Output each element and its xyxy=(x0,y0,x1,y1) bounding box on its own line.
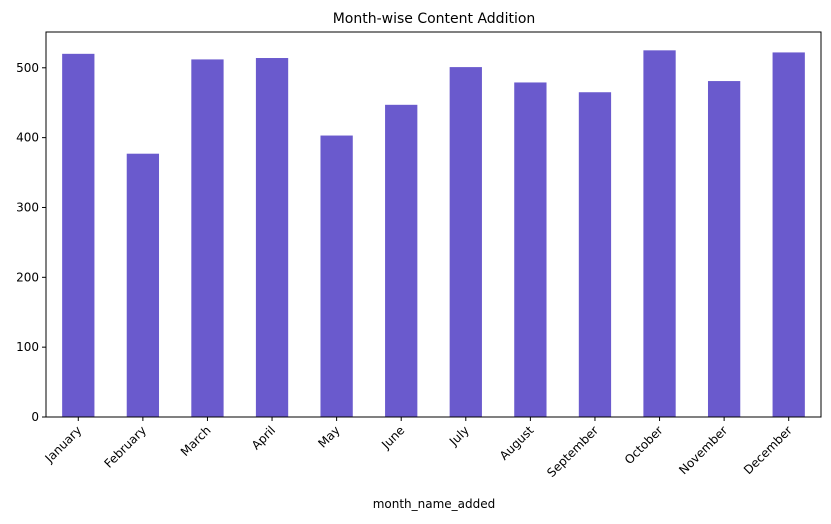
x-tick-label-april: April xyxy=(249,423,278,452)
bar-march xyxy=(191,59,224,418)
chart-title: Month-wise Content Addition xyxy=(333,11,536,27)
x-tick-label-july: July xyxy=(446,423,472,449)
x-tick-label-may: May xyxy=(315,423,342,450)
x-tick-label-june: June xyxy=(378,423,407,452)
bar-december xyxy=(772,52,805,418)
bar-september xyxy=(578,92,612,417)
bar-may xyxy=(320,135,353,418)
x-axis-ticks: January February March April May June July Augu… xyxy=(42,417,795,480)
bar-february xyxy=(126,153,160,417)
y-axis-ticks: 0 100 200 300 400 500 xyxy=(16,61,46,424)
x-tick-label-august: August xyxy=(497,423,537,463)
bar-july xyxy=(449,67,482,417)
y-tick-label: 400 xyxy=(16,131,39,145)
x-tick-label-november: November xyxy=(676,423,730,477)
y-tick-label: 0 xyxy=(31,410,39,424)
x-tick-label-september: September xyxy=(544,423,601,480)
bar-october xyxy=(643,50,676,417)
plot-frame xyxy=(45,31,822,418)
x-tick-label-january: January xyxy=(42,423,85,466)
bar-august xyxy=(514,82,547,417)
bars-layer xyxy=(62,50,805,418)
bar-june xyxy=(385,104,418,418)
x-tick-label-february: February xyxy=(101,423,149,471)
x-tick-label-october: October xyxy=(622,423,666,467)
y-tick-label: 500 xyxy=(16,61,39,75)
bar-january xyxy=(62,53,95,417)
bar-april xyxy=(255,58,289,418)
x-tick-label-december: December xyxy=(741,423,795,477)
x-axis-label: month_name_added xyxy=(373,497,496,511)
y-tick-label: 100 xyxy=(16,340,39,354)
y-tick-label: 300 xyxy=(16,200,39,214)
bar-november xyxy=(707,81,741,418)
y-tick-label: 200 xyxy=(16,270,39,284)
x-tick-label-march: March xyxy=(178,423,214,459)
